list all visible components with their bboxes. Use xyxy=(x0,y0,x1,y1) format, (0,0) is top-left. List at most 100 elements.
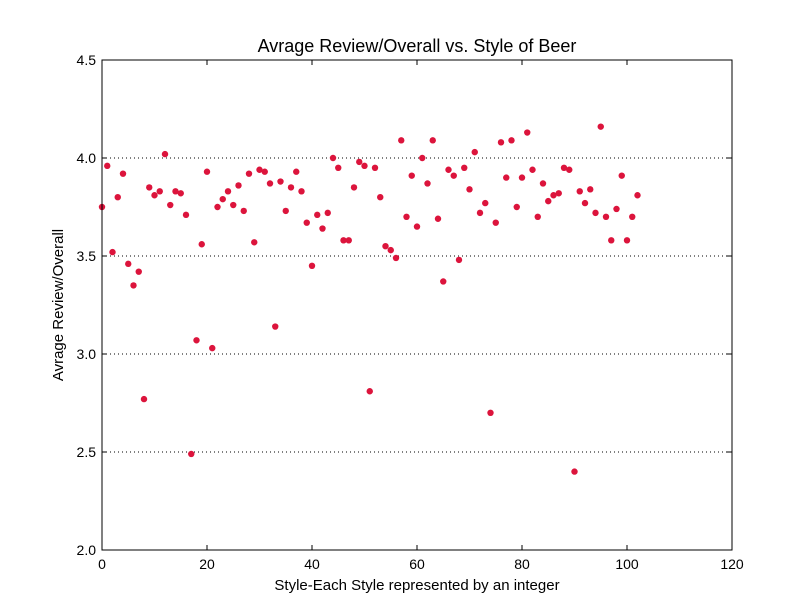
data-point xyxy=(608,237,615,244)
data-point xyxy=(156,188,163,195)
x-tick-label: 0 xyxy=(98,556,106,572)
y-tick-label: 3.0 xyxy=(77,346,97,362)
data-point xyxy=(597,123,604,130)
data-point xyxy=(203,168,211,175)
data-point xyxy=(482,199,489,207)
data-point xyxy=(382,243,389,250)
data-point xyxy=(319,225,326,232)
data-point xyxy=(219,195,226,203)
data-point xyxy=(623,237,631,244)
data-point xyxy=(445,166,452,173)
data-point xyxy=(508,137,515,144)
data-point xyxy=(524,129,531,136)
data-point xyxy=(492,219,499,226)
data-point xyxy=(230,201,237,209)
data-point xyxy=(182,211,190,219)
data-point xyxy=(188,450,195,458)
data-point xyxy=(408,172,415,179)
data-point xyxy=(618,172,625,179)
data-point xyxy=(429,137,436,144)
data-point xyxy=(503,174,510,181)
data-point xyxy=(209,344,216,352)
data-point xyxy=(193,337,200,344)
chart-title: Avrage Review/Overall vs. Style of Beer xyxy=(258,36,577,56)
data-point xyxy=(308,262,316,269)
data-point xyxy=(587,186,594,193)
x-tick-label: 100 xyxy=(615,556,639,572)
data-point xyxy=(566,166,573,173)
data-point xyxy=(461,164,468,171)
data-point xyxy=(629,213,636,220)
data-point xyxy=(424,180,431,187)
data-point xyxy=(634,192,641,199)
data-point xyxy=(419,154,426,162)
data-point xyxy=(392,254,400,262)
data-point xyxy=(571,468,578,475)
data-point xyxy=(298,188,305,195)
data-point xyxy=(361,162,368,170)
data-point xyxy=(497,139,505,146)
y-tick-label: 4.5 xyxy=(77,52,97,68)
data-point xyxy=(377,194,384,201)
data-point xyxy=(198,241,205,248)
data-point xyxy=(576,188,583,195)
data-point xyxy=(371,164,379,171)
data-point xyxy=(224,188,232,195)
data-point xyxy=(476,209,484,217)
data-point xyxy=(403,213,410,220)
data-point xyxy=(602,213,610,220)
data-point xyxy=(177,190,184,197)
data-point xyxy=(282,207,289,215)
data-point xyxy=(314,211,321,219)
data-point xyxy=(125,260,132,268)
data-point xyxy=(293,168,300,175)
data-point xyxy=(130,282,137,289)
gridlines xyxy=(102,157,732,453)
data-point xyxy=(471,148,478,156)
data-point xyxy=(350,184,358,191)
data-point xyxy=(172,188,179,195)
data-point xyxy=(513,203,520,211)
data-point xyxy=(240,207,247,215)
data-point xyxy=(245,170,253,177)
data-point xyxy=(146,184,153,191)
data-point xyxy=(151,192,158,199)
data-point xyxy=(161,150,169,158)
data-point xyxy=(256,166,263,173)
data-point xyxy=(487,409,494,416)
data-point xyxy=(109,248,116,256)
data-point xyxy=(303,219,310,226)
x-axis-label: Style-Each Style represented by an integ… xyxy=(274,577,559,594)
data-point xyxy=(119,170,127,177)
data-point xyxy=(214,203,221,211)
data-point xyxy=(440,278,447,285)
data-point xyxy=(324,209,331,217)
y-tick-label: 3.5 xyxy=(77,248,97,264)
x-tick-label: 80 xyxy=(514,556,530,572)
data-point xyxy=(272,323,279,330)
x-tick-label: 40 xyxy=(304,556,320,572)
y-tick-label: 2.0 xyxy=(77,542,97,558)
data-points xyxy=(98,123,641,475)
data-point xyxy=(251,239,258,246)
data-point xyxy=(518,174,526,181)
data-point xyxy=(545,197,552,205)
x-tick-label: 60 xyxy=(409,556,425,572)
data-point xyxy=(287,184,295,191)
data-point xyxy=(539,180,547,187)
data-point xyxy=(104,162,111,170)
data-point xyxy=(261,168,268,175)
x-tick-label: 20 xyxy=(199,556,215,572)
data-point xyxy=(534,213,541,220)
data-point xyxy=(450,172,457,179)
y-tick-label: 2.5 xyxy=(77,444,97,460)
data-point xyxy=(398,137,405,144)
y-tick-label: 4.0 xyxy=(77,150,97,166)
data-point xyxy=(140,395,148,403)
data-point xyxy=(345,237,352,244)
data-point xyxy=(550,192,557,199)
axis-ticks: 0 20 40 60 80 100 120 2.0 2.5 3.0 3.5 4.0 4.5 xyxy=(77,52,744,572)
data-point xyxy=(560,164,568,171)
